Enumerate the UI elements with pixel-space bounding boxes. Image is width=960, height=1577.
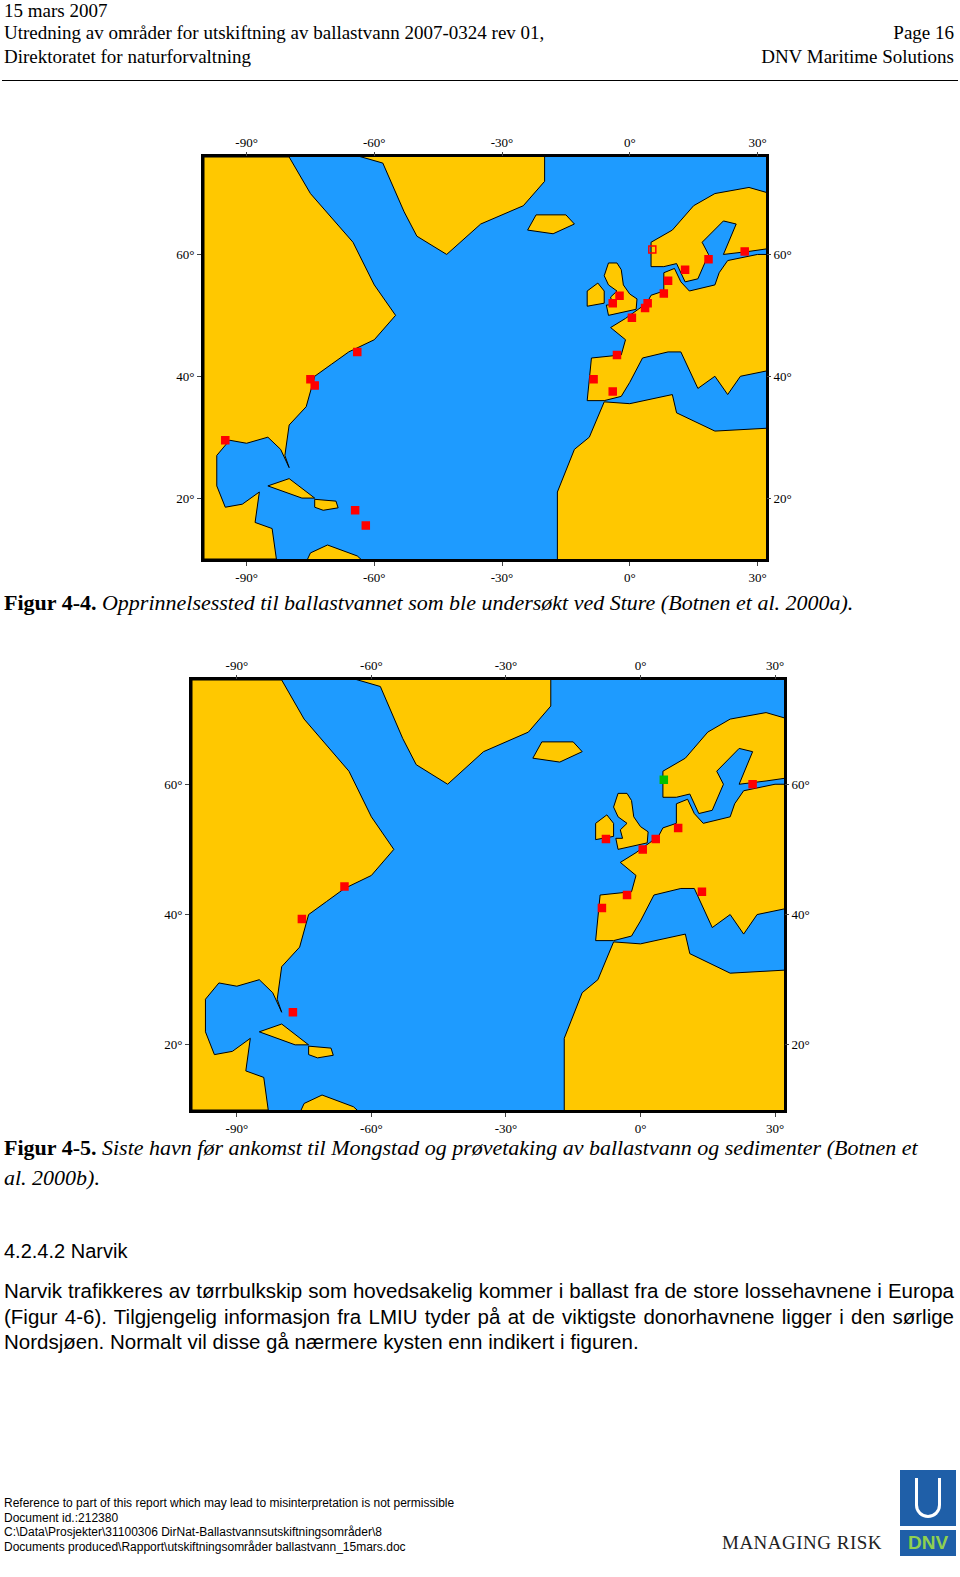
svg-text:40°: 40°: [774, 369, 792, 384]
html-text:Figur 4-4. Opprinnelsessted ti: Figur 4-4. Opprinnelsessted til ballastv…: [4, 590, 854, 615]
svg-text:30°: 30°: [748, 570, 766, 583]
html-text:Page 16: Page 16: [893, 22, 954, 43]
html-text:Utredning av områder for utski: Utredning av områder for utskiftning av …: [4, 22, 545, 43]
svg-text:-60°: -60°: [363, 570, 386, 583]
svg-text:-30°: -30°: [491, 570, 514, 583]
svg-text:-90°: -90°: [226, 658, 249, 673]
html-text:MANAGING RISK: MANAGING RISK: [722, 1532, 883, 1553]
svg-text:0°: 0°: [635, 1121, 647, 1134]
svg-text:0°: 0°: [624, 570, 636, 583]
html-text:Documents produced\Rapport\uts: Documents produced\Rapport\utskiftningso…: [4, 1539, 406, 1554]
svg-text:40°: 40°: [176, 369, 194, 384]
html-text:Direktoratet for naturforvaltn: Direktoratet for naturforvaltning: [4, 46, 251, 67]
svg-text:-60°: -60°: [363, 135, 386, 150]
svg-text:60°: 60°: [164, 777, 182, 792]
html-text:4.2.4.2 Narvik: 4.2.4.2 Narvik: [4, 1240, 128, 1262]
svg-text:20°: 20°: [176, 491, 194, 506]
svg-text:20°: 20°: [774, 491, 792, 506]
svg-text:0°: 0°: [624, 135, 636, 150]
html-text:C:\Data\Prosjekter\31100306 Di: C:\Data\Prosjekter\31100306 DirNat-Balla…: [4, 1525, 382, 1539]
svg-text:40°: 40°: [164, 907, 182, 922]
svg-text:-30°: -30°: [495, 1121, 518, 1134]
html-text:Figur 4-5. Siste havn før anko: Figur 4-5. Siste havn før ankomst til Mo…: [4, 1135, 918, 1190]
svg-text:30°: 30°: [766, 1121, 784, 1134]
html-text:Narvik trafikkeres av tørrbulk: Narvik trafikkeres av tørrbulkskip som h…: [4, 1279, 954, 1353]
svg-text:60°: 60°: [792, 777, 810, 792]
svg-text:60°: 60°: [176, 247, 194, 262]
svg-text:-90°: -90°: [235, 135, 258, 150]
svg-text:-30°: -30°: [491, 135, 514, 150]
svg-text:40°: 40°: [792, 907, 810, 922]
svg-text:60°: 60°: [774, 247, 792, 262]
svg-text:20°: 20°: [792, 1037, 810, 1052]
html-text:15 mars 2007: 15 mars 2007: [4, 0, 108, 21]
html-text:Document id.:212380: Document id.:212380: [4, 1510, 119, 1525]
svg-text:30°: 30°: [748, 135, 766, 150]
html-text:DNV Maritime Solutions: DNV Maritime Solutions: [761, 46, 954, 67]
svg-text:30°: 30°: [766, 658, 784, 673]
svg-text:-60°: -60°: [360, 658, 383, 673]
html-text:Reference to part of this repo: Reference to part of this report which m…: [4, 1496, 455, 1510]
html-text:DNV: DNV: [907, 1532, 949, 1553]
svg-text:-90°: -90°: [226, 1121, 249, 1134]
svg-text:20°: 20°: [164, 1037, 182, 1052]
svg-text:-30°: -30°: [495, 658, 518, 673]
svg-text:0°: 0°: [635, 658, 647, 673]
svg-text:-60°: -60°: [360, 1121, 383, 1134]
svg-text:-90°: -90°: [235, 570, 258, 583]
